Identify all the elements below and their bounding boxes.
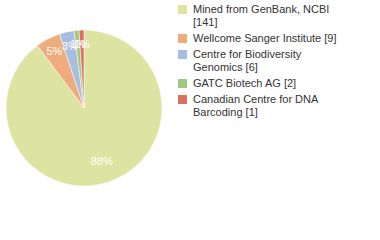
legend-text: GATC Biotech AG [2] xyxy=(193,77,343,90)
legend: Mined from GenBank, NCBI [141] Wellcome S… xyxy=(178,3,376,122)
legend-entry: Wellcome Sanger Institute [9] xyxy=(178,32,376,45)
legend-entry: GATC Biotech AG [2] xyxy=(178,77,376,90)
legend-entry: Centre for Biodiversity Genomics [6] xyxy=(178,48,376,74)
legend-swatch xyxy=(178,79,187,88)
slice-label: 1% xyxy=(74,38,90,50)
legend-entry: Canadian Centre for DNA Barcoding [1] xyxy=(178,93,376,119)
legend-text: Wellcome Sanger Institute [9] xyxy=(193,32,343,45)
legend-swatch xyxy=(178,5,187,14)
slice-label: 88% xyxy=(91,155,113,167)
legend-swatch xyxy=(178,34,187,43)
slices xyxy=(6,30,162,186)
slice-label: 5% xyxy=(46,45,62,57)
legend-text: Centre for Biodiversity Genomics [6] xyxy=(193,48,343,74)
legend-swatch xyxy=(178,50,187,59)
pie-svg: 88%5%3%1%1% xyxy=(0,0,176,240)
chart-root: 88%5%3%1%1% Mined from GenBank, NCBI [14… xyxy=(0,0,380,240)
pie-slice xyxy=(6,30,162,186)
legend-text: Mined from GenBank, NCBI [141] xyxy=(193,3,343,29)
slice-labels: 88%5%3%1%1% xyxy=(46,38,112,167)
legend-entry: Mined from GenBank, NCBI [141] xyxy=(178,3,376,29)
legend-text: Canadian Centre for DNA Barcoding [1] xyxy=(193,93,343,119)
legend-swatch xyxy=(178,95,187,104)
